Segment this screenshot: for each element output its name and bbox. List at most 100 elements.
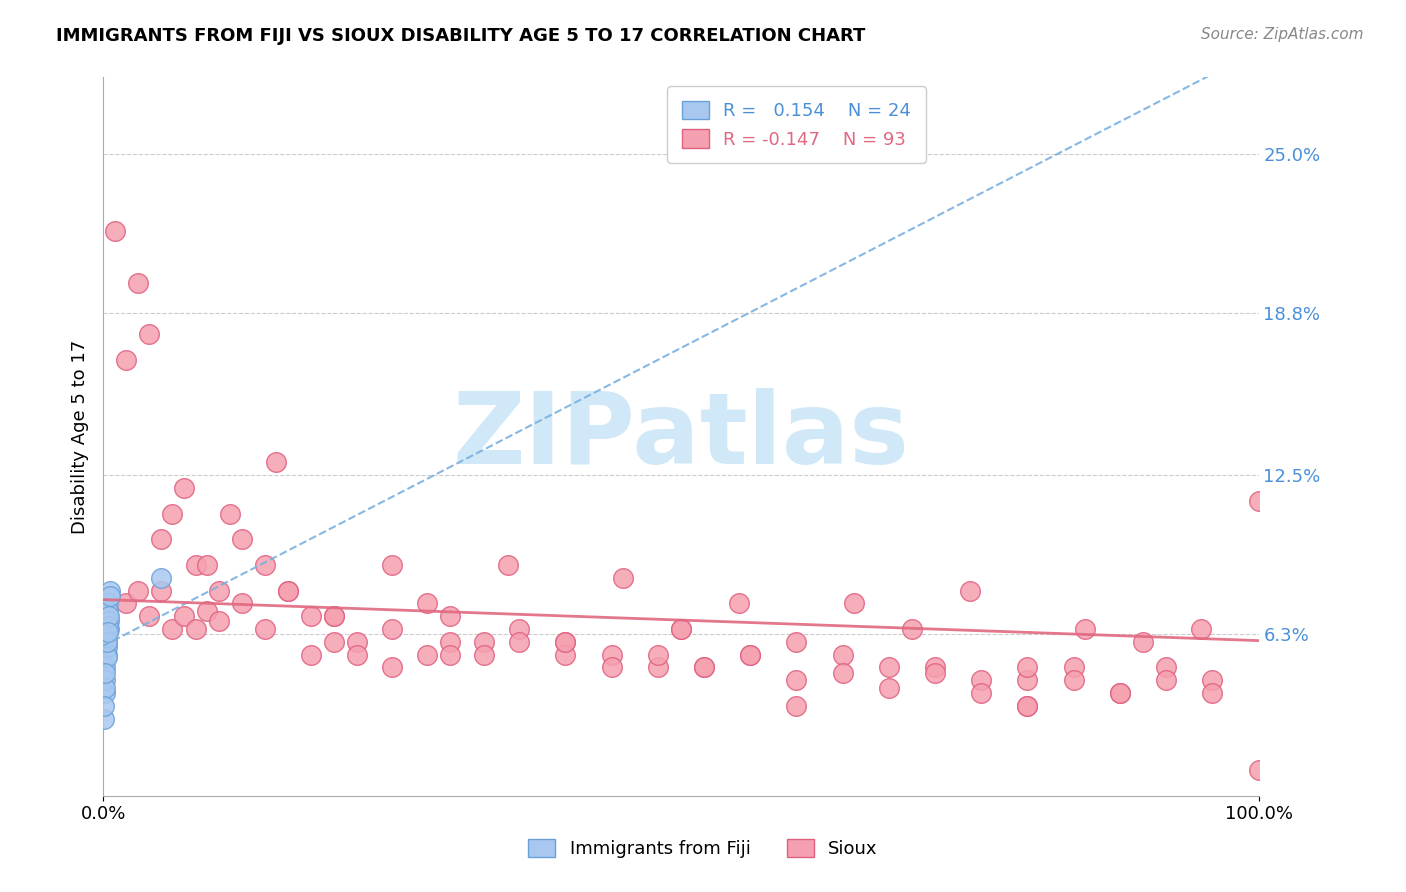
Point bbox=[877, 681, 900, 695]
Point bbox=[162, 507, 184, 521]
Point bbox=[97, 609, 120, 624]
Point bbox=[1063, 660, 1085, 674]
Point bbox=[439, 609, 461, 624]
Point bbox=[1189, 622, 1212, 636]
Point bbox=[1201, 686, 1223, 700]
Point bbox=[647, 648, 669, 662]
Point bbox=[831, 665, 853, 680]
Point bbox=[439, 635, 461, 649]
Point bbox=[253, 622, 276, 636]
Point bbox=[208, 615, 231, 629]
Point bbox=[740, 648, 762, 662]
Point bbox=[554, 635, 576, 649]
Point bbox=[959, 583, 981, 598]
Point bbox=[98, 583, 121, 598]
Point bbox=[727, 596, 749, 610]
Point bbox=[93, 712, 115, 726]
Point bbox=[554, 648, 576, 662]
Point bbox=[97, 604, 120, 618]
Point bbox=[831, 648, 853, 662]
Point bbox=[208, 583, 231, 598]
Point bbox=[346, 635, 368, 649]
Point bbox=[184, 622, 207, 636]
Point bbox=[323, 609, 346, 624]
Legend: R =   0.154    N = 24, R = -0.147    N = 93: R = 0.154 N = 24, R = -0.147 N = 93 bbox=[668, 87, 925, 163]
Point bbox=[554, 635, 576, 649]
Point bbox=[97, 619, 120, 633]
Point bbox=[299, 648, 322, 662]
Point bbox=[474, 648, 496, 662]
Point bbox=[496, 558, 519, 572]
Point bbox=[97, 609, 120, 624]
Point bbox=[381, 558, 404, 572]
Point bbox=[612, 571, 634, 585]
Point bbox=[1201, 673, 1223, 688]
Point bbox=[299, 609, 322, 624]
Point bbox=[1247, 763, 1270, 777]
Point bbox=[97, 615, 120, 629]
Point bbox=[508, 622, 530, 636]
Legend: Immigrants from Fiji, Sioux: Immigrants from Fiji, Sioux bbox=[522, 831, 884, 865]
Point bbox=[669, 622, 692, 636]
Point bbox=[162, 622, 184, 636]
Point bbox=[669, 622, 692, 636]
Point bbox=[96, 635, 118, 649]
Point bbox=[381, 622, 404, 636]
Point bbox=[381, 660, 404, 674]
Point bbox=[149, 533, 172, 547]
Point bbox=[253, 558, 276, 572]
Point bbox=[94, 681, 117, 695]
Point bbox=[844, 596, 866, 610]
Point bbox=[94, 686, 117, 700]
Point bbox=[323, 609, 346, 624]
Point bbox=[415, 596, 437, 610]
Point bbox=[1247, 493, 1270, 508]
Point bbox=[924, 660, 946, 674]
Point bbox=[138, 326, 160, 341]
Point bbox=[740, 648, 762, 662]
Point bbox=[149, 583, 172, 598]
Text: ZIPatlas: ZIPatlas bbox=[453, 388, 910, 485]
Point bbox=[231, 533, 253, 547]
Point bbox=[1063, 673, 1085, 688]
Point bbox=[277, 583, 299, 598]
Point bbox=[970, 686, 993, 700]
Point bbox=[647, 660, 669, 674]
Point bbox=[693, 660, 716, 674]
Point bbox=[173, 481, 195, 495]
Point bbox=[266, 455, 288, 469]
Point bbox=[693, 660, 716, 674]
Point bbox=[901, 622, 924, 636]
Point bbox=[104, 224, 127, 238]
Point bbox=[785, 673, 807, 688]
Point bbox=[415, 648, 437, 662]
Point bbox=[877, 660, 900, 674]
Point bbox=[1132, 635, 1154, 649]
Point bbox=[115, 596, 138, 610]
Point bbox=[1074, 622, 1097, 636]
Point bbox=[508, 635, 530, 649]
Point bbox=[600, 648, 623, 662]
Point bbox=[1017, 673, 1039, 688]
Point bbox=[149, 571, 172, 585]
Text: IMMIGRANTS FROM FIJI VS SIOUX DISABILITY AGE 5 TO 17 CORRELATION CHART: IMMIGRANTS FROM FIJI VS SIOUX DISABILITY… bbox=[56, 27, 866, 45]
Point bbox=[785, 635, 807, 649]
Point bbox=[195, 558, 218, 572]
Point bbox=[785, 698, 807, 713]
Point bbox=[277, 583, 299, 598]
Point bbox=[94, 660, 117, 674]
Point bbox=[970, 673, 993, 688]
Point bbox=[1017, 698, 1039, 713]
Point bbox=[127, 276, 149, 290]
Text: Source: ZipAtlas.com: Source: ZipAtlas.com bbox=[1201, 27, 1364, 42]
Point bbox=[115, 352, 138, 367]
Point bbox=[195, 604, 218, 618]
Point bbox=[98, 589, 121, 603]
Point bbox=[97, 622, 120, 636]
Point bbox=[346, 648, 368, 662]
Point bbox=[94, 665, 117, 680]
Point bbox=[924, 665, 946, 680]
Point bbox=[96, 650, 118, 665]
Point bbox=[323, 635, 346, 649]
Point bbox=[97, 596, 120, 610]
